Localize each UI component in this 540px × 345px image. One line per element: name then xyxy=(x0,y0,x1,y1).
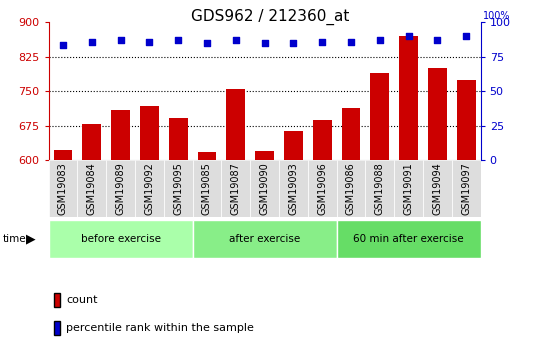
Text: GSM19097: GSM19097 xyxy=(461,162,471,215)
Bar xyxy=(198,152,217,160)
Bar xyxy=(370,73,389,160)
Text: GSM19093: GSM19093 xyxy=(288,162,299,215)
Point xyxy=(59,42,68,47)
Text: percentile rank within the sample: percentile rank within the sample xyxy=(66,323,254,333)
Text: before exercise: before exercise xyxy=(80,234,160,244)
Bar xyxy=(336,219,481,258)
Bar xyxy=(53,150,72,160)
Bar xyxy=(250,160,279,217)
Text: GSM19084: GSM19084 xyxy=(87,162,97,215)
Point xyxy=(347,39,355,45)
Text: GSM19083: GSM19083 xyxy=(58,162,68,215)
Bar xyxy=(255,151,274,160)
Bar xyxy=(111,110,130,160)
Point xyxy=(232,38,240,43)
Bar xyxy=(193,219,336,258)
Bar xyxy=(457,80,476,160)
Bar xyxy=(49,160,77,217)
Bar xyxy=(313,120,332,160)
Bar xyxy=(423,160,452,217)
Bar xyxy=(193,160,221,217)
Bar xyxy=(106,160,135,217)
Text: ▶: ▶ xyxy=(26,233,36,245)
Point xyxy=(260,40,269,46)
Bar xyxy=(394,160,423,217)
Bar xyxy=(452,160,481,217)
Text: GSM19089: GSM19089 xyxy=(116,162,126,215)
Text: GSM19092: GSM19092 xyxy=(144,162,154,215)
Text: after exercise: after exercise xyxy=(229,234,300,244)
Bar xyxy=(221,160,250,217)
Text: 60 min after exercise: 60 min after exercise xyxy=(353,234,464,244)
Text: GSM19087: GSM19087 xyxy=(231,162,241,215)
Bar xyxy=(169,118,187,160)
Bar xyxy=(164,160,193,217)
Bar xyxy=(279,160,308,217)
Text: GSM19095: GSM19095 xyxy=(173,162,183,215)
Bar xyxy=(49,219,193,258)
Text: GSM19094: GSM19094 xyxy=(433,162,442,215)
Bar xyxy=(226,89,245,160)
Point xyxy=(289,40,298,46)
Text: GSM19096: GSM19096 xyxy=(317,162,327,215)
Point xyxy=(462,33,470,39)
Point xyxy=(87,39,96,45)
Text: count: count xyxy=(66,295,97,305)
Text: GSM19088: GSM19088 xyxy=(375,162,385,215)
Bar xyxy=(428,68,447,160)
Point xyxy=(116,38,125,43)
Text: GSM19090: GSM19090 xyxy=(260,162,269,215)
Bar xyxy=(284,130,303,160)
Text: GSM19085: GSM19085 xyxy=(202,162,212,215)
Text: time: time xyxy=(3,234,26,244)
Point xyxy=(174,38,183,43)
Bar xyxy=(77,160,106,217)
Bar xyxy=(336,160,366,217)
Point xyxy=(202,40,211,46)
Bar xyxy=(140,106,159,160)
Bar xyxy=(308,160,336,217)
Text: GSM19086: GSM19086 xyxy=(346,162,356,215)
Bar xyxy=(399,36,418,160)
Text: 100%: 100% xyxy=(483,11,511,21)
Text: GSM19091: GSM19091 xyxy=(403,162,414,215)
Bar xyxy=(366,160,394,217)
Text: GDS962 / 212360_at: GDS962 / 212360_at xyxy=(191,9,349,25)
Point xyxy=(433,38,442,43)
Point xyxy=(404,33,413,39)
Point xyxy=(318,39,327,45)
Bar xyxy=(342,108,360,160)
Point xyxy=(375,38,384,43)
Bar xyxy=(135,160,164,217)
Bar xyxy=(83,124,101,160)
Point xyxy=(145,39,154,45)
